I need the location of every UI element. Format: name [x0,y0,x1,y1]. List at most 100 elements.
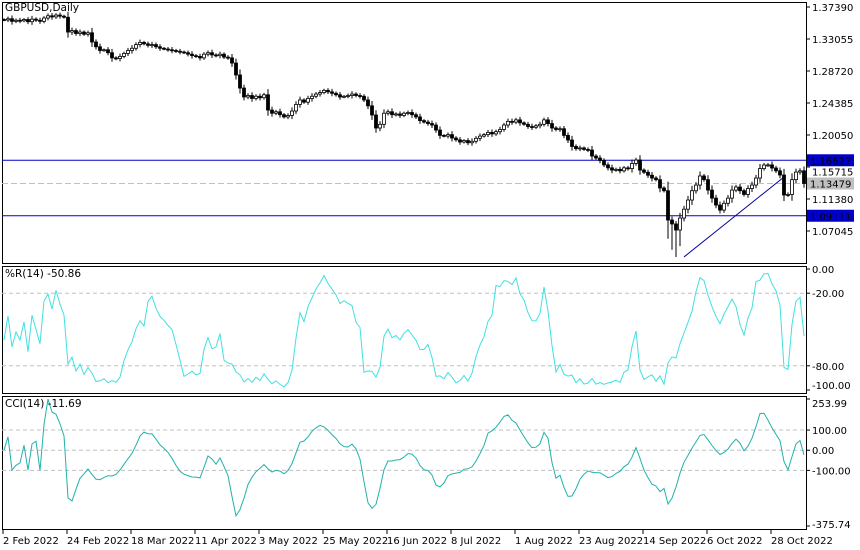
candle-body [106,49,110,54]
candle-body [14,19,18,22]
candle [90,27,94,47]
candle [782,168,786,202]
candle-body [574,146,578,150]
candle [298,96,302,108]
candle [202,52,206,60]
candle-body [386,111,390,114]
candle-body [750,184,754,189]
candle-body [598,157,602,161]
candle [546,117,550,127]
candle [254,94,258,101]
candle [126,47,130,57]
candle-body [430,123,434,126]
cci-indicator-label: CCI(14) -11.69 [5,398,82,410]
candle-body [82,31,86,35]
candle-body [454,137,458,141]
candle-body [686,199,690,210]
candle [510,118,514,125]
candle [606,162,610,171]
candle [182,50,186,55]
candle-body [482,134,486,137]
candle [598,155,602,164]
candle-body [626,167,630,170]
candle [262,92,266,100]
candle-body [778,170,782,176]
candle-body [382,112,386,125]
candle [22,18,26,23]
wpr-name: %R(14) [5,268,44,280]
candle-body [530,126,534,128]
candle [102,48,106,52]
candle-body [710,189,714,199]
candle-body [526,123,530,127]
candle-body [754,177,758,186]
candle [738,183,742,194]
candle-body [198,55,202,59]
candle [418,113,422,124]
candle [486,130,490,138]
candle [206,50,210,57]
candle-body [170,49,174,52]
cci-axis-label: -375.74 [812,520,851,531]
candle [410,109,414,118]
cci-axis-label: -100.00 [812,466,851,477]
candle [290,107,294,120]
candle-body [310,95,314,99]
candle [130,45,134,54]
cci-axis-label: 253.99 [812,399,847,410]
candle [618,166,622,174]
candle-body [110,52,114,59]
candle [798,168,802,175]
candle-body [242,87,246,98]
candle-body [746,188,750,195]
wpr-indicator-label: %R(14) -50.86 [5,268,81,280]
cci-name: CCI(14) [5,398,45,410]
candle-body [546,119,550,124]
candle [478,133,482,142]
candle [150,41,154,49]
candle-body [802,170,806,184]
candle-body [542,119,546,125]
candle [294,101,298,115]
candle [194,54,198,59]
candle [518,116,522,126]
candle [54,13,58,19]
candle [138,39,142,48]
candle [330,88,334,97]
candle [146,41,150,48]
time-axis-label: 2 Feb 2022 [3,536,59,547]
candle-body [18,19,22,22]
candle-body [142,41,146,45]
candle-body [162,47,166,50]
candle [802,166,806,188]
candle-body [638,159,642,171]
candle [710,185,714,203]
candle-body [254,95,258,99]
level-price-label-bg [807,209,854,222]
candle-body [606,164,610,169]
candle-body [302,99,306,103]
candle-body [798,170,802,173]
candle-body [146,43,150,46]
candle-body [514,119,518,123]
candle-body [58,14,62,17]
candle-body [10,18,14,22]
candle-body [362,95,366,101]
candle [726,194,730,207]
candle-body [234,62,238,76]
candle [10,15,14,25]
candle [694,182,698,194]
candle [246,93,250,100]
candle-body [50,15,54,18]
candle [466,138,470,146]
candle [498,126,502,135]
candle [234,58,238,80]
candle [602,158,606,168]
candle-body [510,120,514,123]
candle [646,169,650,178]
price-axis-label: 1.33055 [812,35,853,46]
candle-body [66,16,70,33]
candle-body [662,187,666,192]
candle-body [190,53,194,57]
